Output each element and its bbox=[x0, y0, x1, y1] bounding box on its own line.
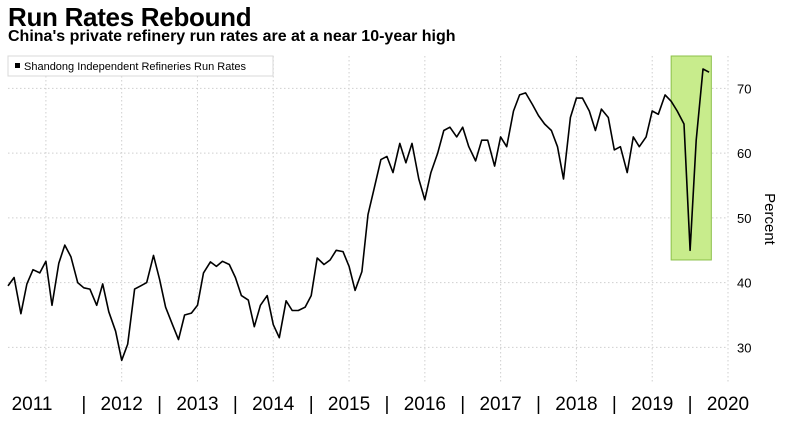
x-tick-label-2019: 2019 bbox=[631, 394, 673, 415]
x-tick-label-2015: 2015 bbox=[328, 394, 370, 415]
grid-lines bbox=[8, 56, 729, 383]
chart-subtitle: China's private refinery run rates are a… bbox=[8, 28, 456, 45]
y-tick-label-30: 30 bbox=[737, 340, 751, 355]
y-tick-label-40: 40 bbox=[737, 276, 751, 291]
y-axis-label: Percent bbox=[761, 193, 778, 246]
legend-swatch bbox=[15, 63, 20, 68]
legend-label: Shandong Independent Refineries Run Rate… bbox=[24, 61, 246, 73]
x-tick-separator: | bbox=[688, 394, 693, 415]
x-tick-separator: | bbox=[233, 394, 238, 415]
y-tick-label-50: 50 bbox=[737, 211, 751, 226]
x-tick-label-2014: 2014 bbox=[252, 394, 295, 415]
x-tick-label-2020: 2020 bbox=[707, 394, 749, 415]
data-layer bbox=[7, 68, 710, 362]
series-line-0 bbox=[7, 68, 710, 362]
x-axis-ticks: 2011 | 2012 | 2013 | 2014 | 2015 | 2016 | 2017 | 2018 |… bbox=[12, 394, 750, 415]
x-tick-label-2016: 2016 bbox=[404, 394, 446, 415]
x-tick-label-2011: 2011 bbox=[12, 394, 53, 415]
x-tick-separator: | bbox=[612, 394, 617, 415]
x-tick-label-2013: 2013 bbox=[176, 394, 218, 415]
y-tick-label-60: 60 bbox=[737, 146, 751, 161]
y-tick-label-70: 70 bbox=[737, 81, 751, 96]
legend: Shandong Independent Refineries Run Rate… bbox=[7, 55, 274, 77]
x-tick-separator: | bbox=[536, 394, 541, 415]
x-tick-separator: | bbox=[157, 394, 162, 415]
x-tick-label-2012: 2012 bbox=[101, 394, 143, 415]
x-tick-label-2017: 2017 bbox=[479, 394, 521, 415]
legend-box bbox=[7, 55, 274, 77]
chart-title: Run Rates Rebound bbox=[8, 2, 252, 32]
y-axis-ticks: 30 40 50 60 70 bbox=[737, 81, 751, 355]
x-tick-label-2018: 2018 bbox=[555, 394, 597, 415]
x-tick-separator: | bbox=[81, 394, 86, 415]
x-tick-separator: | bbox=[309, 394, 314, 415]
x-tick-separator: | bbox=[460, 394, 465, 415]
x-tick-separator: | bbox=[384, 394, 389, 415]
